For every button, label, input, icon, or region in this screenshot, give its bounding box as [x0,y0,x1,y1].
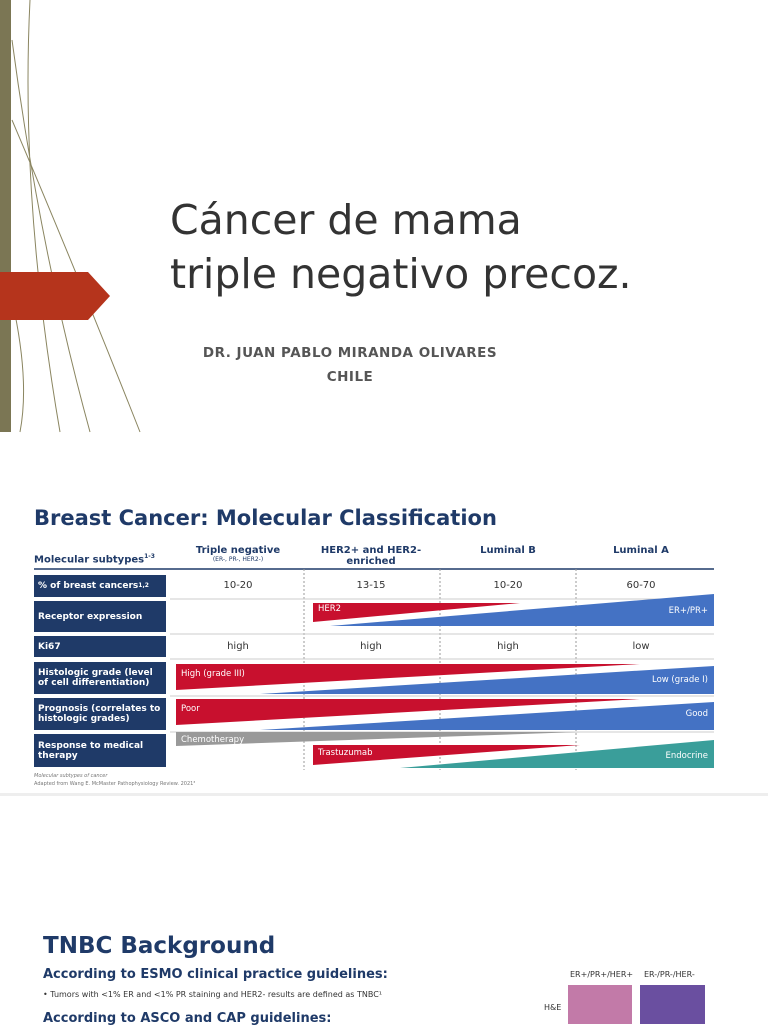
cell: 13-15 [356,580,386,591]
footnote: Molecular subtypes of cancer [34,773,108,779]
text: Molecular subtypes [34,554,145,566]
wedge-label: HER2 [318,604,342,614]
text: Triple negative [195,545,281,556]
col-header: Luminal B [480,545,536,556]
wedge-label: ER+/PR+ [668,606,708,616]
image-label: ER+/PR+/HER+ [570,970,634,979]
footnote: Adapted from Wang E. McMaster Pathophysi… [34,781,196,787]
heading: According to ASCO and CAP guidelines: [43,1011,332,1026]
author: DR. JUAN PABLO MIRANDA OLIVARES [202,345,498,361]
cell: high [227,641,249,652]
slide-title: Breast Cancer: Molecular Classification [34,506,497,530]
cell: 10-20 [493,580,523,591]
wedge-label: Poor [181,704,200,714]
cell: 60-70 [626,580,656,591]
row-label: Response to medical therapy [34,734,166,767]
sup: 1-3 [144,553,155,560]
bullet: • Tumors with <1% ER and <1% PR staining… [43,990,383,999]
row-label: Receptor expression [34,601,166,632]
title: Cáncer de mama [170,196,522,244]
col-header: Triple negative (ER-, PR-, HER2-) [170,545,306,563]
row-label: Histologic grade (level of cell differen… [34,662,166,694]
cell: low [632,641,650,652]
row-label: H&E [544,1003,562,1012]
cell: high [360,641,382,652]
wedge-label: High (grade III) [181,669,245,679]
text: % of breast cancers [38,581,139,591]
row-label: % of breast cancers 1,2 [34,575,166,597]
wedge-label: Chemotherapy [181,735,245,745]
slide-title: TNBC Background [43,933,276,959]
col-header: HER2+ and HER2-enriched [320,545,422,567]
image-label: ER-/PR-/HER- [644,970,695,979]
col-header: Luminal A [613,545,669,556]
text: (ER-, PR-, HER2-) [212,556,264,563]
title: triple negativo precoz. [170,250,632,298]
country: CHILE [326,369,374,385]
cell: high [497,641,519,652]
row-label: Ki67 [34,636,166,657]
row-label: Prognosis (correlates to histologic grad… [34,698,166,730]
wedge-label: Good [685,709,708,719]
sup: 1,2 [138,582,149,589]
header-label: Molecular subtypes1-3 [34,553,155,565]
cell: 10-20 [223,580,253,591]
wedge-label: Low (grade I) [651,675,708,685]
heading: According to ESMO clinical practice guid… [43,967,388,982]
wedge-label: Trastuzumab [318,748,373,758]
wedge-label: Endocrine [665,751,709,761]
text: Tumors with <1% ER and <1% PR staining a… [50,990,383,999]
